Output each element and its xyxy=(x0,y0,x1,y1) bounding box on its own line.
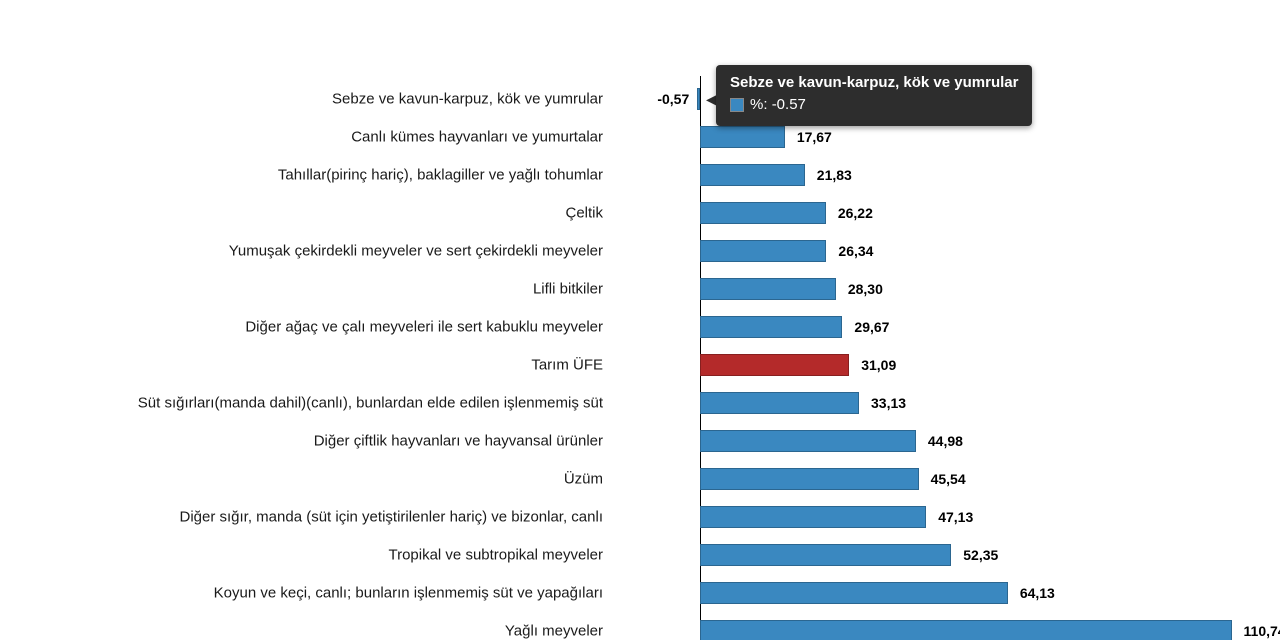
bar[interactable] xyxy=(700,278,836,300)
category-label: Diğer sığır, manda (süt için yetiştirile… xyxy=(0,509,603,526)
bar[interactable] xyxy=(700,620,1232,640)
tooltip-series-label: %: xyxy=(750,95,768,115)
category-label: Koyun ve keçi, canlı; bunların işlenmemi… xyxy=(0,585,603,602)
category-label: Sebze ve kavun-karpuz, kök ve yumrular xyxy=(0,91,603,108)
category-label: Süt sığırları(manda dahil)(canlı), bunla… xyxy=(0,395,603,412)
bar[interactable] xyxy=(700,202,826,224)
chart-row: Diğer çiftlik hayvanları ve hayvansal ür… xyxy=(0,422,1280,460)
category-label: Tarım ÜFE xyxy=(0,357,603,374)
hover-tooltip: Sebze ve kavun-karpuz, kök ve yumrular %… xyxy=(716,65,1032,126)
bar[interactable] xyxy=(700,392,859,414)
chart-row: Tropikal ve subtropikal meyveler 52,35 xyxy=(0,536,1280,574)
tooltip-swatch-icon xyxy=(730,98,744,112)
chart-row: Üzüm 45,54 xyxy=(0,460,1280,498)
bar[interactable] xyxy=(700,430,916,452)
bar-value-label: 17,67 xyxy=(797,129,832,145)
bar-value-label: 64,13 xyxy=(1020,585,1055,601)
bar-value-label: 52,35 xyxy=(963,547,998,563)
bar[interactable] xyxy=(700,468,919,490)
category-label: Canlı kümes hayvanları ve yumurtalar xyxy=(0,129,603,146)
agriculture-ppi-bar-chart: Sebze ve kavun-karpuz, kök ve yumrular-0… xyxy=(0,0,1280,640)
chart-row: Tarım ÜFE 31,09 xyxy=(0,346,1280,384)
tooltip-title: Sebze ve kavun-karpuz, kök ve yumrular xyxy=(730,73,1018,93)
bar[interactable] xyxy=(700,240,826,262)
chart-row: Sebze ve kavun-karpuz, kök ve yumrular -0… xyxy=(0,80,1280,118)
bar[interactable] xyxy=(700,126,785,148)
bar-value-label: 45,54 xyxy=(931,471,966,487)
chart-row: Lifli bitkiler 28,30 xyxy=(0,270,1280,308)
bar[interactable] xyxy=(700,316,842,338)
bar-value-label: 29,67 xyxy=(854,319,889,335)
bar[interactable] xyxy=(697,88,700,110)
category-label: Lifli bitkiler xyxy=(0,281,603,298)
bar-value-label: 44,98 xyxy=(928,433,963,449)
category-label: Diğer çiftlik hayvanları ve hayvansal ür… xyxy=(0,433,603,450)
bar-value-label: 110,74 xyxy=(1244,623,1280,639)
category-label: Yumuşak çekirdekli meyveler ve sert çeki… xyxy=(0,243,603,260)
bar-value-label: 21,83 xyxy=(817,167,852,183)
category-label: Yağlı meyveler xyxy=(0,623,603,640)
tooltip-value: -0.57 xyxy=(772,95,806,115)
bar[interactable] xyxy=(700,506,926,528)
category-label: Tahıllar(pirinç hariç), baklagiller ve y… xyxy=(0,167,603,184)
bar[interactable] xyxy=(700,354,849,376)
category-label: Diğer ağaç ve çalı meyveleri ile sert ka… xyxy=(0,319,603,336)
chart-row: Süt sığırları(manda dahil)(canlı), bunla… xyxy=(0,384,1280,422)
bar-value-label: 26,34 xyxy=(838,243,873,259)
bar-value-label: -0,57 xyxy=(657,91,689,107)
chart-row: Diğer sığır, manda (süt için yetiştirile… xyxy=(0,498,1280,536)
category-label: Üzüm xyxy=(0,471,603,488)
category-label: Çeltik xyxy=(0,205,603,222)
chart-row: Yumuşak çekirdekli meyveler ve sert çeki… xyxy=(0,232,1280,270)
bar[interactable] xyxy=(700,544,951,566)
bar-value-label: 26,22 xyxy=(838,205,873,221)
bar[interactable] xyxy=(700,164,805,186)
bar[interactable] xyxy=(700,582,1008,604)
bar-value-label: 47,13 xyxy=(938,509,973,525)
chart-row: Tahıllar(pirinç hariç), baklagiller ve y… xyxy=(0,156,1280,194)
chart-row: Canlı kümes hayvanları ve yumurtalar 17,6… xyxy=(0,118,1280,156)
chart-row: Diğer ağaç ve çalı meyveleri ile sert ka… xyxy=(0,308,1280,346)
bar-value-label: 33,13 xyxy=(871,395,906,411)
bar-value-label: 28,30 xyxy=(848,281,883,297)
category-label: Tropikal ve subtropikal meyveler xyxy=(0,547,603,564)
chart-row: Koyun ve keçi, canlı; bunların işlenmemi… xyxy=(0,574,1280,612)
chart-row: Çeltik 26,22 xyxy=(0,194,1280,232)
bar-value-label: 31,09 xyxy=(861,357,896,373)
chart-row: Yağlı meyveler 110,74 xyxy=(0,612,1280,640)
